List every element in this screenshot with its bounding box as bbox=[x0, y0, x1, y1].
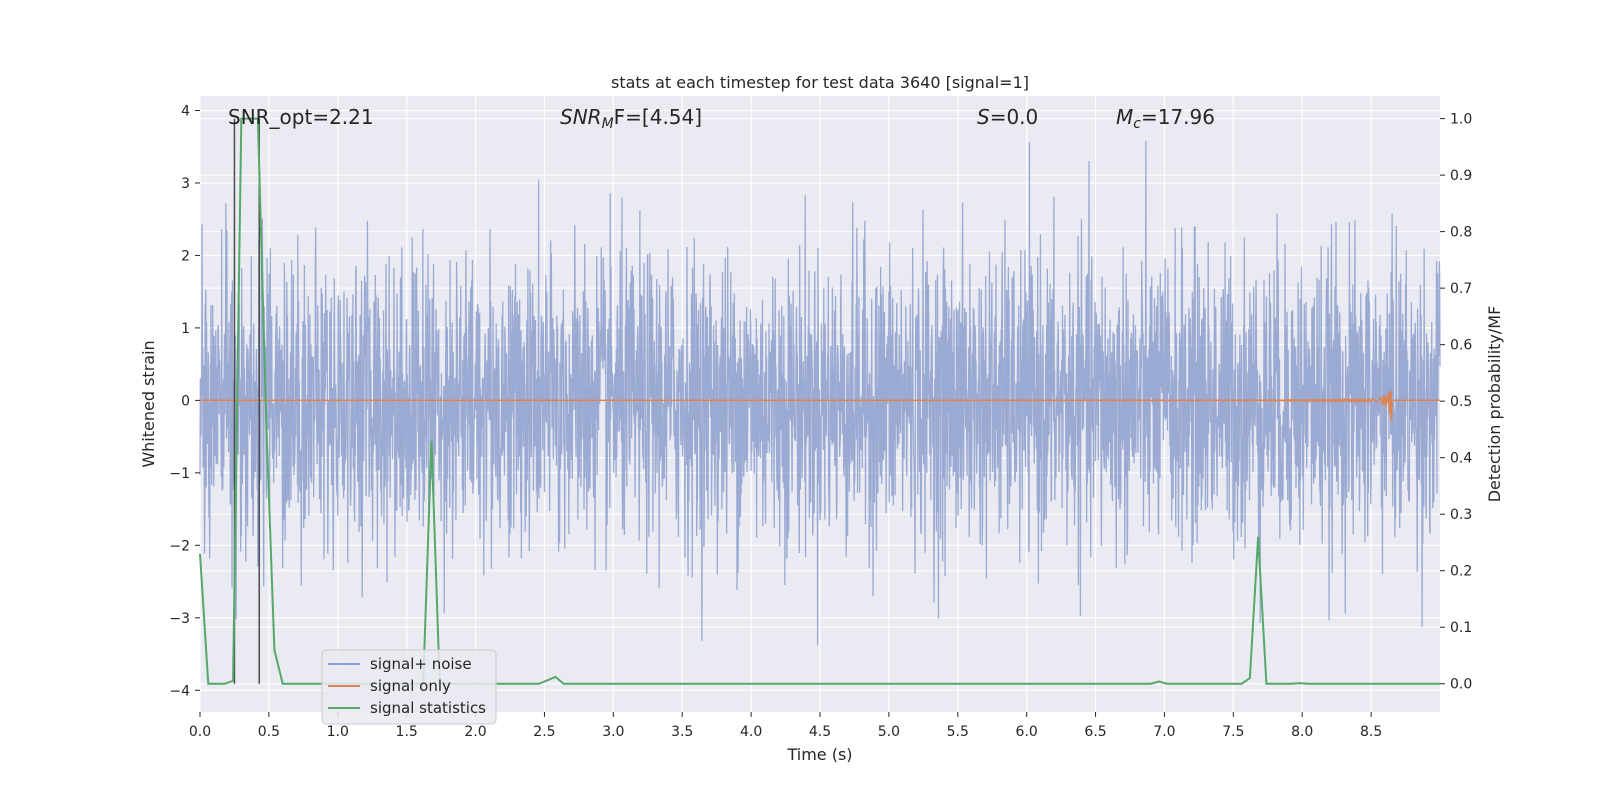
y2-ticks: 0.0 0.1 0.2 0.3 0.4 0.5 0.6 0.7 0.8 0.9 1.0 bbox=[1440, 112, 1472, 693]
x-tick-label: 4.5 bbox=[809, 724, 831, 740]
x-tick-label: 6.0 bbox=[1016, 724, 1038, 740]
y2-tick-label: 0.8 bbox=[1450, 225, 1472, 241]
annotation-snr-mf-sym: SNR bbox=[560, 105, 602, 129]
x-tick-label: 2.5 bbox=[533, 724, 555, 740]
y2-tick-label: 0.0 bbox=[1450, 677, 1472, 693]
annotation-mc-rest: =17.96 bbox=[1141, 105, 1215, 129]
stats-line bbox=[199, 117, 1440, 685]
x-tick-label: 0.0 bbox=[189, 724, 211, 740]
annotation-mc-sym: M bbox=[1116, 105, 1133, 129]
legend: signal+ noise signal only signal statist… bbox=[321, 649, 497, 725]
x-tick-label: 8.0 bbox=[1291, 724, 1313, 740]
y2-tick-label: 0.1 bbox=[1450, 620, 1472, 636]
y-tick-label: 3 bbox=[181, 176, 190, 192]
y2-tick-label: 0.2 bbox=[1450, 564, 1472, 580]
x-tick-label: 3.5 bbox=[671, 724, 693, 740]
x-tick-label: 4.0 bbox=[740, 724, 762, 740]
annotation-s-sym: S bbox=[977, 105, 990, 129]
y2-tick-label: 0.5 bbox=[1450, 394, 1472, 410]
annotation-snr-mf-sub: M bbox=[602, 116, 614, 132]
y-tick-label: 1 bbox=[181, 321, 190, 337]
x-tick-label: 5.0 bbox=[878, 724, 900, 740]
y2-tick-label: 0.3 bbox=[1450, 507, 1472, 523]
y-tick-label: −4 bbox=[169, 683, 190, 699]
y-axis-label: Whitened strain bbox=[139, 340, 158, 467]
legend-label-noise: signal+ noise bbox=[370, 655, 472, 673]
x-tick-label: 1.5 bbox=[396, 724, 418, 740]
x-tick-label: 0.5 bbox=[258, 724, 280, 740]
y2-tick-label: 0.7 bbox=[1450, 281, 1472, 297]
y-ticks: −4 −3 −2 −1 0 1 2 3 4 bbox=[169, 103, 200, 699]
y-tick-label: −1 bbox=[169, 466, 190, 482]
series-signal-only bbox=[199, 390, 1440, 422]
annotation-snr-opt: SNR_opt=2.21 bbox=[228, 105, 374, 129]
annotation-mc-sub: c bbox=[1133, 116, 1141, 132]
series-signal-statistics bbox=[199, 117, 1440, 685]
y-tick-label: −2 bbox=[169, 538, 190, 554]
y2-axis-label: Detection probability/MF bbox=[1485, 306, 1504, 503]
legend-label-stats: signal statistics bbox=[370, 699, 486, 717]
signal-line bbox=[199, 390, 1440, 422]
annotation-mc: Mc=17.96 bbox=[1116, 105, 1215, 132]
x-tick-label: 7.5 bbox=[1222, 724, 1244, 740]
legend-label-signal: signal only bbox=[370, 677, 451, 695]
y-tick-label: 0 bbox=[181, 393, 190, 409]
x-tick-label: 5.5 bbox=[947, 724, 969, 740]
y-tick-label: 4 bbox=[181, 103, 190, 119]
legend-box bbox=[321, 649, 497, 725]
y-tick-label: −3 bbox=[169, 611, 190, 627]
y2-tick-label: 1.0 bbox=[1450, 112, 1472, 128]
annotation-snr-mf-rest: F=[4.54] bbox=[614, 105, 702, 129]
x-tick-label: 2.0 bbox=[464, 724, 486, 740]
y2-tick-label: 0.6 bbox=[1450, 338, 1472, 354]
x-ticks: 0.0 0.5 1.0 1.5 2.0 2.5 3.0 3.5 4.0 4.5 5.0 5.5 6.0 6… bbox=[189, 712, 1382, 740]
y2-tick-label: 0.4 bbox=[1450, 451, 1472, 467]
annotation-s-rest: =0.0 bbox=[990, 105, 1039, 129]
annotation-s: S=0.0 bbox=[977, 105, 1038, 129]
x-tick-label: 8.5 bbox=[1360, 724, 1382, 740]
x-tick-label: 6.5 bbox=[1084, 724, 1106, 740]
y2-tick-label: 0.9 bbox=[1450, 168, 1472, 184]
y-tick-label: 2 bbox=[181, 248, 190, 264]
x-tick-label: 1.0 bbox=[327, 724, 349, 740]
x-tick-label: 7.0 bbox=[1153, 724, 1175, 740]
noise-line bbox=[199, 140, 1441, 646]
x-axis-label: Time (s) bbox=[786, 745, 852, 764]
series-signal-noise bbox=[199, 140, 1441, 646]
chart-title: stats at each timestep for test data 364… bbox=[611, 73, 1029, 92]
annotation-snr-mf: SNRMF=[4.54] bbox=[560, 105, 702, 132]
x-tick-label: 3.0 bbox=[602, 724, 624, 740]
